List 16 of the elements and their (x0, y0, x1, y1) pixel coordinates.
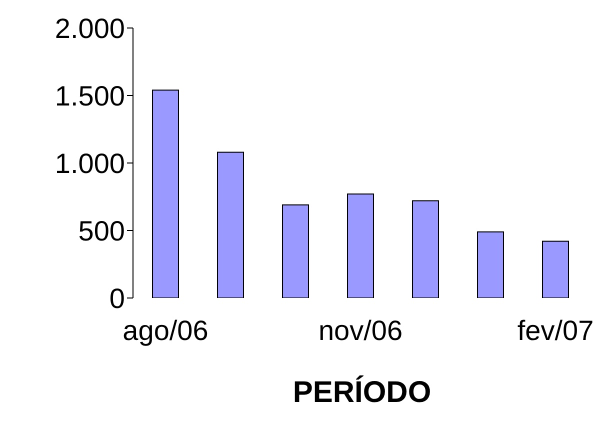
x-tick-label: ago/06 (122, 314, 208, 346)
bar (347, 194, 374, 298)
bar (542, 240, 569, 298)
bar (152, 90, 179, 298)
y-tick-label: 0 (109, 282, 125, 314)
bar (217, 152, 244, 298)
x-tick-label: nov/06 (318, 314, 403, 346)
y-tick-label: 2.000 (54, 12, 125, 44)
x-tick-label: fev/07 (517, 314, 594, 346)
y-tick-label: 1.000 (54, 148, 125, 179)
y-tick-label: 1.500 (54, 80, 125, 112)
bar (477, 231, 504, 298)
bar (412, 200, 439, 298)
y-tick-label: 500 (78, 215, 125, 246)
x-axis-title: PERÍODO (292, 376, 432, 410)
bar (282, 204, 309, 298)
